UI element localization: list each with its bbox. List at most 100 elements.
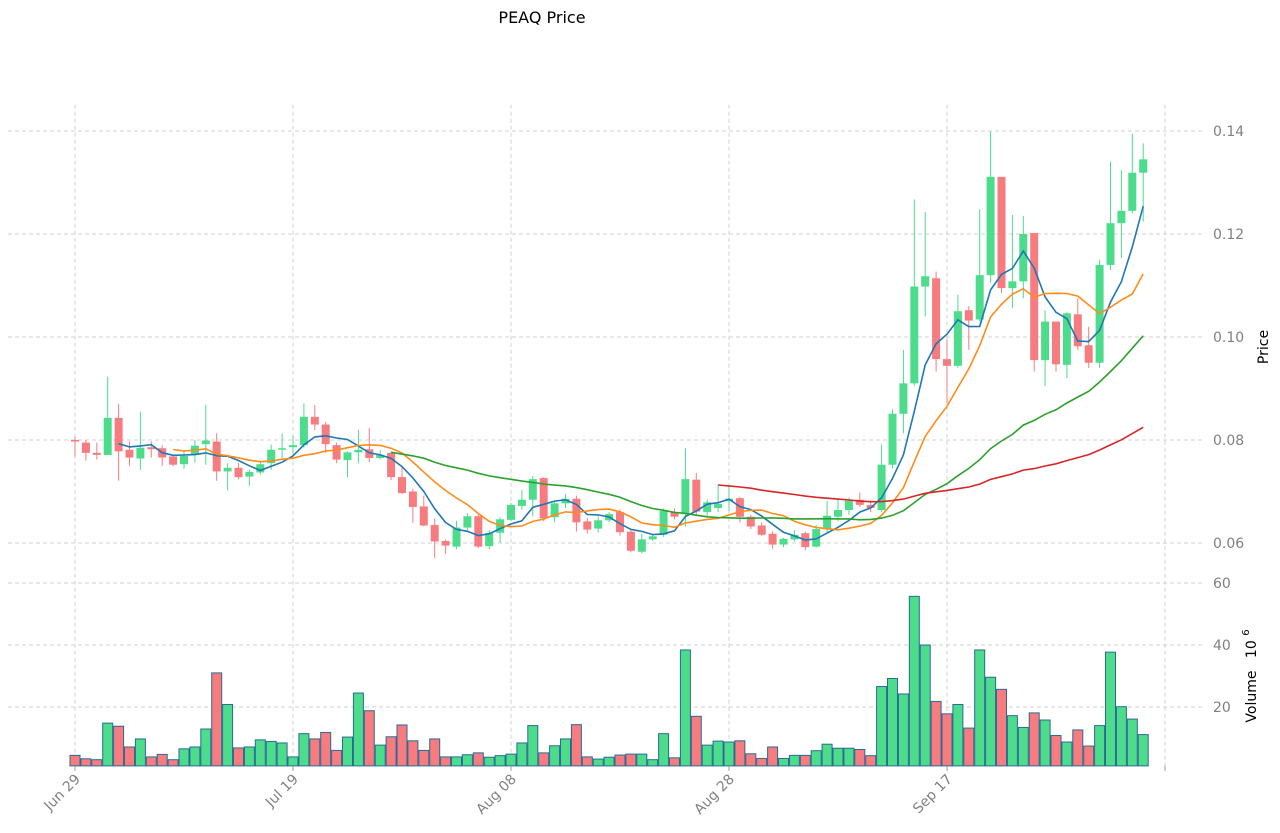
ma-10-line [172,273,1144,531]
volume-bar [1137,734,1149,767]
candle-body [550,503,559,518]
candle-body [714,503,723,508]
volume-bar [952,704,964,767]
volume-bar [996,688,1007,767]
volume-bar [908,595,920,767]
volume-bar [385,736,397,767]
volume-bar [636,753,648,767]
candle-body [1062,313,1071,365]
candle-body [169,456,178,465]
volume-bar [712,740,724,767]
volume-bar [472,752,484,767]
volume-bar [658,733,670,767]
candle-body [256,464,265,473]
candle-body [539,478,548,519]
candle-body [768,533,777,545]
candle [964,306,973,350]
price-axis-label: Price [1256,330,1272,364]
candle [1117,170,1126,259]
volume-bar [527,725,539,767]
ma-30-line [390,335,1144,521]
volume-bar [832,747,844,767]
volume-bar [222,704,234,767]
candle-body [201,440,210,445]
candle [801,531,810,551]
candle [616,509,624,536]
candle [92,442,101,460]
candle [408,488,417,523]
candle-body [735,498,744,517]
candle-body [419,506,428,526]
volume-bar [461,754,473,767]
candle [71,436,79,457]
price-tick-label: 0.08 [1213,433,1244,449]
volume-bar [887,677,898,767]
candle-body [81,442,90,453]
candle [1084,326,1093,368]
candle [398,467,406,495]
candle [474,514,483,549]
x-tick-label: Jul 19 [262,771,302,811]
candle [561,494,570,508]
candle [103,376,112,455]
candle-body [354,449,363,453]
volume-bar [91,759,103,767]
volume-bar [549,745,561,767]
candle-body [507,504,515,520]
candle [1128,133,1137,214]
volume-bar [1094,725,1106,767]
volume-bar [1126,718,1138,767]
price-tick-label: 0.14 [1213,124,1244,140]
candle [1008,214,1017,309]
candle [768,531,777,549]
volume-bar [560,738,571,767]
candle-body [866,504,875,508]
candle-body [299,416,308,446]
volume-bar [1050,735,1062,767]
candle-body [626,531,635,551]
volume-tick-label: 40 [1213,638,1231,654]
volume-bar [200,728,212,767]
volume-bar [1017,726,1029,767]
volume-bar [876,686,888,767]
volume-bar [985,676,997,767]
candle [953,294,962,368]
candle-body [223,467,232,472]
candle [517,489,526,510]
candle [943,339,951,404]
candle [670,508,679,520]
candle [1062,312,1071,379]
candle-body [812,529,821,547]
candle-body [92,452,101,455]
candle [714,484,723,513]
candle-body [365,449,374,459]
candle [419,495,428,527]
grid-lines [8,104,1205,766]
candle-body [485,533,494,547]
candle [125,441,134,466]
volume-bar [440,756,452,767]
volume-bar [963,727,975,767]
candle [256,462,265,475]
volume-bar [167,759,179,767]
candle-body [855,499,864,505]
candle [594,516,603,533]
volume-bar [897,693,909,767]
candle [823,500,832,533]
volume-bar [178,748,190,767]
candle-body [136,447,145,459]
candle [180,450,188,469]
volume-bar [309,738,321,767]
volume-bar [788,754,800,767]
candle [834,499,842,522]
candle-body [463,516,472,528]
volume-bar [767,746,779,767]
candle [986,131,995,283]
volume-bar [396,724,408,767]
candle [114,403,123,481]
volume-bar [124,746,135,767]
chart-title: PEAQ Price [498,8,585,27]
candle [190,440,199,463]
candle-body [1106,223,1115,265]
